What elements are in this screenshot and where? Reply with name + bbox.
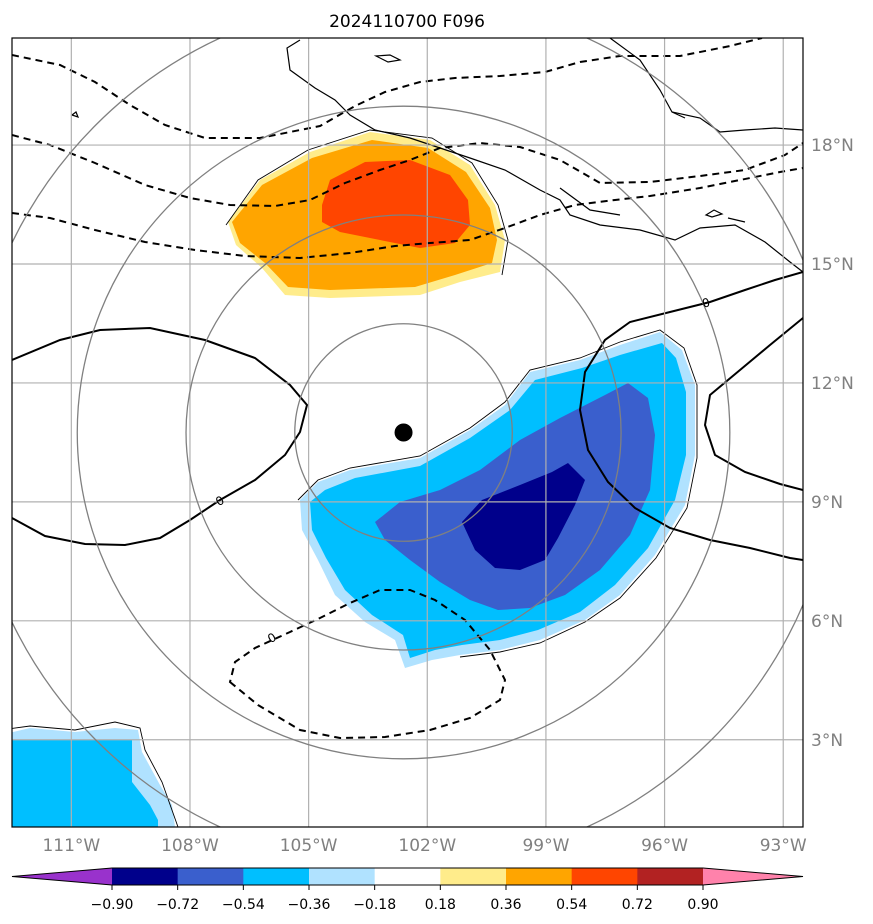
colorbar-tick-label: −0.54 [222, 897, 265, 913]
dashed-contours [12, 38, 803, 740]
range-ring [76, 105, 731, 760]
positive-anomaly-fill [228, 132, 505, 298]
longitude-tick-label: 111°W [42, 836, 100, 856]
longitude-tick-labels: 111°W 108°W 105°W 102°W 99°W 96°W 93°W [42, 836, 806, 856]
range-ring [294, 323, 513, 542]
coastline [70, 38, 803, 273]
colorbar-tick-label: −0.72 [156, 897, 199, 913]
colorbar-tick-label: 0.90 [687, 897, 718, 913]
colorbar-extend-high [703, 868, 803, 885]
longitude-tick-label: 96°W [641, 836, 688, 856]
colorbar-segment [506, 868, 573, 885]
colorbar-tick-label: −0.18 [353, 897, 396, 913]
colorbar-segment [440, 868, 507, 885]
longitude-tick-label: 108°W [161, 836, 219, 856]
solid-contours [12, 271, 803, 561]
longitude-tick-label: 105°W [280, 836, 338, 856]
latitude-tick-label: 18°N [811, 136, 854, 156]
map-title: 2024110700 F096 [329, 12, 485, 32]
latitude-tick-label: 6°N [811, 612, 843, 632]
colorbar-tick-label: 0.72 [622, 897, 653, 913]
colorbar-segment [571, 868, 638, 885]
longitude-tick-label: 99°W [522, 836, 569, 856]
graticule [12, 38, 803, 827]
latitude-tick-label: 15°N [811, 255, 854, 275]
colorbar-tick-label: −0.36 [288, 897, 331, 913]
colorbar-extend-low [12, 868, 112, 885]
colorbar-segment [637, 868, 704, 885]
colorbar-segment [243, 868, 310, 885]
longitude-tick-label: 93°W [760, 836, 807, 856]
colorbar-tick-label: 0.18 [425, 897, 456, 913]
contour-label: 0 [700, 295, 711, 311]
colorbar-segment [374, 868, 441, 885]
longitude-tick-label: 102°W [398, 836, 456, 856]
range-rings [12, 38, 803, 827]
shading-outlines [12, 129, 698, 827]
colorbar-segment [112, 868, 179, 885]
latitude-tick-label: 3°N [811, 731, 843, 751]
colorbar-tick-label: −0.90 [91, 897, 134, 913]
range-ring [185, 214, 622, 651]
map-panel [12, 38, 803, 827]
colorbar-tick-label: 0.36 [490, 897, 521, 913]
storm-center-marker [394, 423, 413, 442]
latitude-tick-label: 9°N [811, 493, 843, 513]
latitude-tick-label: 12°N [811, 374, 854, 394]
colorbar-segment [309, 868, 376, 885]
colorbar: −0.90 −0.72 −0.54 −0.36 −0.18 0.18 0.36 0.54 0.7… [11, 867, 804, 913]
colorbar-tick-label: 0.54 [556, 897, 587, 913]
map-frame [11, 37, 804, 828]
colorbar-segment [177, 868, 244, 885]
negative-anomaly-fill-sw [12, 728, 175, 827]
latitude-tick-labels: 3°N 6°N 9°N 12°N 15°N 18°N [811, 136, 854, 751]
